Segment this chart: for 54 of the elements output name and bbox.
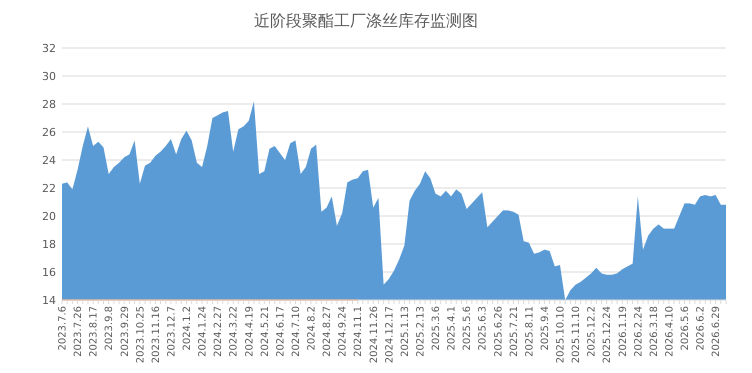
x-tick-label: 2026.6.2 [696, 306, 707, 351]
x-tick-label: 2025.8.11 [524, 306, 536, 357]
x-tick-label: 2025.12.24 [602, 306, 614, 364]
x-tick-label: 2024.2.27 [213, 306, 224, 357]
y-tick-label: 20 [42, 210, 56, 223]
x-tick-label: 2024.4.19 [244, 306, 256, 357]
y-tick-label: 30 [42, 70, 56, 83]
x-tick-label: 2025.6.26 [493, 306, 504, 357]
y-tick-label: 22 [42, 182, 56, 195]
x-tick-label: 2024.1.24 [198, 306, 209, 357]
y-tick-label: 16 [42, 266, 56, 279]
x-tick-label: 2024.12.17 [384, 306, 396, 364]
x-tick-label: 2025.11.10 [571, 306, 582, 364]
x-tick-label: 2024.3.22 [228, 306, 240, 357]
x-tick-label: 2024.11.26 [368, 306, 380, 364]
x-tick-label: 2025.9.4 [540, 306, 551, 351]
x-tick-label: 2025.4.1 [446, 306, 458, 351]
x-tick-label: 2024.7.10 [290, 306, 302, 357]
x-tick-label: 2023.11.16 [150, 306, 162, 364]
x-tick-label: 2023.12.7 [166, 306, 178, 357]
x-tick-label: 2025.10.10 [556, 306, 566, 364]
x-tick-label: 2023.10.25 [135, 306, 146, 364]
y-tick-label: 26 [42, 126, 56, 139]
x-tick-label: 2025.5.6 [462, 306, 474, 351]
x-tick-label: 2024.8.2 [306, 306, 318, 351]
x-tick-label: 2026.5.6 [680, 306, 691, 351]
y-tick-label: 28 [42, 98, 56, 111]
chart-title: 近阶段聚酯工厂涤丝库存监测图 [254, 11, 478, 30]
x-tick-label: 2023.7.26 [73, 306, 84, 357]
x-tick-label: 2024.5.21 [260, 306, 271, 357]
x-tick-label: 2025.3.6 [431, 306, 442, 351]
x-tick-label: 2026.4.10 [664, 306, 676, 357]
x-tick-label: 2025.6.3 [478, 306, 489, 351]
x-tick-label: 2026.3.18 [648, 306, 660, 357]
x-tick-label: 2023.7.6 [58, 306, 68, 351]
x-tick-label: 2023.9.8 [104, 306, 116, 351]
y-tick-label: 18 [42, 238, 56, 251]
x-tick-label: 2026.2.24 [633, 306, 644, 357]
y-tick-label: 24 [42, 154, 56, 167]
x-tick-label: 2023.9.29 [120, 306, 131, 357]
x-tick-label: 2023.8.17 [88, 306, 100, 357]
x-tick-label: 2025.7.21 [508, 306, 520, 357]
y-tick-label: 32 [42, 42, 56, 55]
x-tick-label: 2024.11.1 [353, 306, 364, 357]
x-tick-label: 2025.2.13 [415, 306, 426, 357]
y-tick-label: 14 [42, 294, 56, 307]
x-tick-label: 2025.1.13 [400, 306, 411, 357]
x-tick-label: 2024.9.24 [338, 306, 349, 357]
x-tick-label: 2024.8.27 [322, 306, 334, 357]
x-tick-label: 2026.1.19 [618, 306, 629, 357]
x-tick-label: 2024.6.17 [275, 306, 286, 357]
x-tick-label: 2025.12.2 [586, 306, 598, 357]
x-tick-label: 2024.1.2 [182, 306, 193, 351]
x-tick-label: 2026.6.29 [711, 306, 722, 357]
